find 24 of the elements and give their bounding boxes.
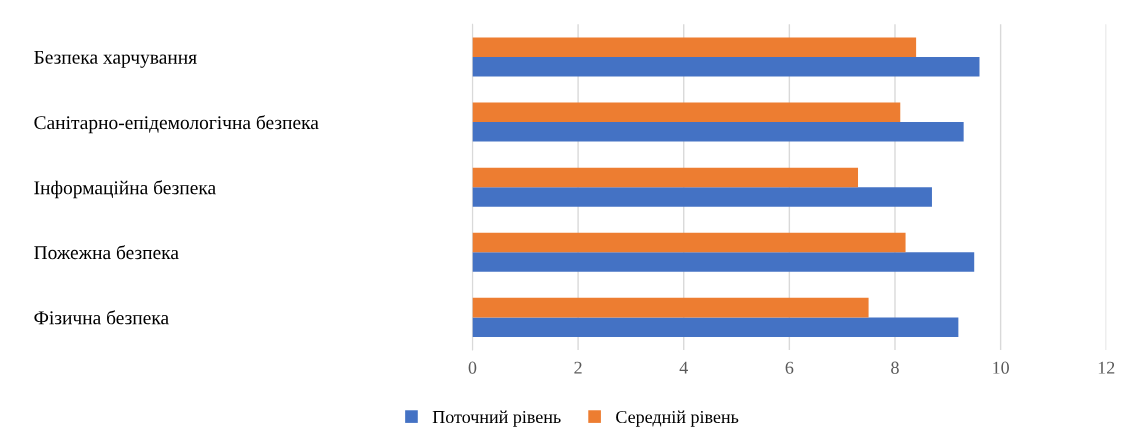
bar [472,187,932,207]
bar [472,167,859,188]
y-tick-label: Безпека харчування [34,50,197,68]
x-tick-label: 8 [891,361,899,374]
x-tick-label: 4 [679,361,688,374]
bar [472,102,901,123]
x-tick-label: 6 [785,361,794,374]
bar [472,297,869,318]
bar [472,122,964,142]
legend-label: Середній рівень [616,410,739,427]
x-tick-label: 12 [1098,361,1115,374]
x-tick-label: 0 [468,361,477,374]
legend-label: Поточний рівень [432,410,561,427]
bar [472,56,980,77]
y-tick-label: Інформаційна безпека [34,180,216,199]
y-tick-label: Пожежна безпека [34,245,179,260]
y-tick-label: Фізична безпека [34,310,169,325]
y-tick-label: Санітарно-епідемологічна безпека [34,115,319,134]
bar [472,317,959,337]
bar [472,232,906,253]
x-tick-label: 10 [993,361,1009,374]
bar [472,37,917,57]
bar [472,252,975,272]
x-tick-label: 2 [574,361,582,374]
